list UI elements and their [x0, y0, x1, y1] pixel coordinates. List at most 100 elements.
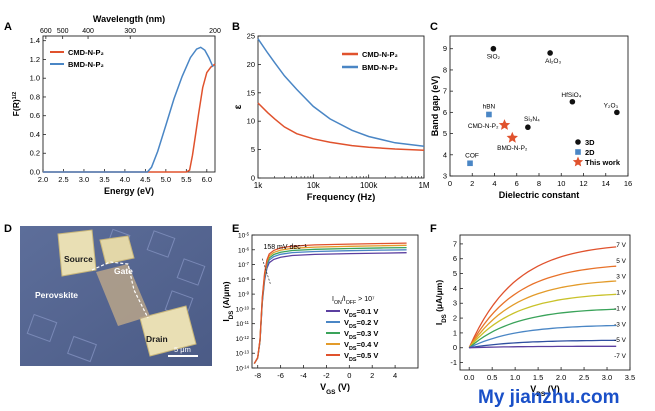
panel-label-c: C	[430, 21, 438, 33]
legend-label: VDS=0.4 V	[344, 340, 378, 352]
label-perovskite: Perovskite	[35, 290, 78, 300]
y-tick-label: 0	[453, 343, 457, 352]
x-tick-label: 0.0	[464, 373, 474, 382]
x-tick-label: -6	[277, 371, 284, 380]
legend-label: BMD-N-P₂	[362, 63, 398, 72]
legend-label: VDS=0.3 V	[344, 329, 378, 341]
point-label: Y₂O₃	[604, 102, 619, 109]
panel-c-chart: 0 2 4 6 8 10 12 14 16 3 4 5 6 7 8 9 Dielectric constant B…	[430, 35, 632, 200]
x-tick-label: 8	[537, 179, 541, 188]
series-line-7	[469, 345, 617, 349]
legend-marker	[575, 139, 581, 145]
panel-label-a: A	[4, 21, 12, 33]
legend-label: VDS=0.5 V	[344, 351, 378, 363]
x-tick-label: 4	[492, 179, 496, 188]
y-axis-title: IDS (A/μm)	[221, 281, 235, 321]
series-line-4	[253, 242, 407, 364]
scatter-point-5	[486, 111, 492, 118]
scatter-point-3	[614, 109, 620, 116]
y-tick-label: 5	[443, 129, 447, 138]
x-tick-label: 2.0	[38, 175, 48, 184]
x-tick-label: 14	[602, 179, 610, 188]
y-tick-label: 6	[453, 254, 457, 263]
x-tick-label: 0	[448, 179, 452, 188]
series-label: 7 V	[616, 242, 626, 249]
y-tick-label: 25	[247, 32, 255, 41]
point-label: COF	[465, 152, 479, 159]
y-tick-label: 1.0	[30, 74, 40, 83]
y-tick-label: 10-5	[238, 231, 250, 240]
scatter-point-1	[547, 50, 553, 56]
panel-label-b: B	[232, 21, 240, 33]
x-tick-label: 3.5	[625, 373, 635, 382]
label-drain: Drain	[146, 334, 168, 344]
legend-label: VDS=0.1 V	[344, 307, 378, 319]
y-tick-label: 10-7	[238, 261, 250, 270]
y-tick-label: 10-12	[236, 334, 250, 343]
x-axis-title: Energy (eV)	[104, 186, 154, 196]
point-label: hBN	[483, 103, 496, 110]
legend-label: BMD-N-P₂	[68, 60, 104, 69]
drain-electrode	[139, 305, 197, 357]
x-tick-label: 10k	[307, 181, 321, 190]
x-tick-label: 10	[557, 179, 565, 188]
series-label: 1 V	[616, 290, 626, 297]
y-tick-label: 10-10	[236, 305, 250, 314]
y-tick-label: 10-8	[238, 275, 250, 284]
y-tick-label: 0.6	[30, 111, 40, 120]
y-tick-label: 6	[443, 108, 447, 117]
x-tick-label: 1.0	[510, 373, 520, 382]
series-line-5	[468, 324, 617, 349]
legend-label: 3D	[585, 138, 595, 147]
point-label: Si₃N₄	[524, 116, 540, 123]
perovskite-outline	[91, 261, 149, 319]
legend-label: 2D	[585, 148, 595, 157]
label-source: Source	[64, 254, 93, 264]
y-tick-label: 3	[453, 299, 457, 308]
y-axis-title: Band gap (eV)	[430, 76, 440, 137]
y-tick-label: 0	[251, 174, 255, 183]
scatter-point-0	[490, 45, 497, 52]
panel-d-micrograph: Source Gate Perovskite Drain 5 μm	[20, 226, 212, 366]
top-tick-label: 600	[40, 28, 52, 35]
legend-label: VDS=0.2 V	[344, 318, 378, 330]
y-tick-label: 1.2	[30, 55, 40, 64]
y-tick-label: 4	[453, 284, 457, 293]
scale-bar-label: 5 μm	[174, 345, 191, 354]
y-tick-label: 10-14	[236, 364, 250, 373]
y-tick-label: 4	[443, 150, 447, 159]
y-tick-label: 0.0	[30, 168, 40, 177]
y-tick-label: 10-13	[236, 349, 250, 358]
series-line-0	[468, 246, 617, 348]
panel-b-chart: 1k 10k 100k 1M 0 5 10 15 20 25 Frequency (Hz) ε CMD-…	[233, 32, 430, 204]
series-line-3	[253, 244, 407, 364]
series-label: -1 V	[614, 305, 627, 312]
gate-electrode	[99, 235, 135, 265]
top-tick-label: 200	[209, 28, 221, 35]
x-tick-label: 0.5	[487, 373, 497, 382]
label-gate: Gate	[114, 266, 133, 276]
x-axis-title: Dielectric constant	[499, 190, 580, 200]
panel-a-chart: 2.0 2.5 3.0 3.5 4.0 4.5 5.0 5.5 6.0 0.0 0.2 0.4 0.6 0…	[11, 14, 221, 196]
y-axis-title: IDS (μA/μm)	[434, 280, 448, 326]
x-tick-label: 100k	[360, 181, 378, 190]
top-tick-label: 400	[82, 28, 94, 35]
scatter-point-2	[569, 98, 576, 105]
y-tick-label: -1	[450, 358, 457, 367]
x-axis-title: VDS (V)	[530, 384, 560, 398]
point-label: CMD-N-P₂	[468, 123, 499, 130]
plot-frame	[459, 234, 631, 371]
y-tick-label: 5	[251, 145, 255, 154]
panel-label-f: F	[430, 223, 437, 235]
perovskite-flake	[96, 264, 150, 326]
x-axis-title: Frequency (Hz)	[307, 192, 376, 203]
watermark: My jianzhu.com	[478, 387, 619, 408]
y-tick-label: 0.4	[30, 130, 40, 139]
point-label: SiO₂	[487, 54, 501, 61]
series-line-1	[253, 249, 407, 364]
legend-label: CMD-N-P₂	[68, 48, 104, 57]
ss-annotation: 158 mV dec⁻¹	[263, 244, 307, 251]
y-tick-label: 1	[453, 328, 457, 337]
series-label: -5 V	[614, 337, 627, 344]
